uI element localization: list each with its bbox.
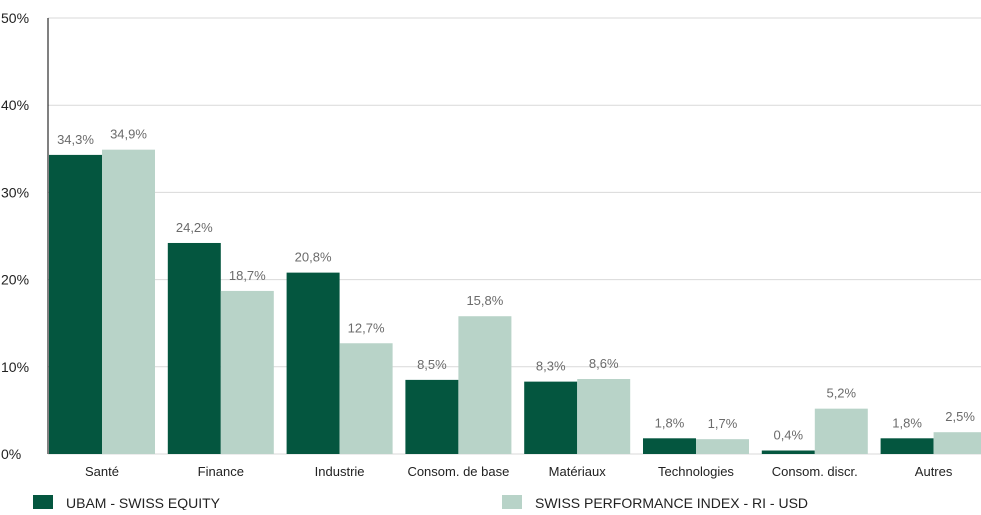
data-label: 1,7% (708, 416, 738, 431)
bar-ubam (405, 379, 459, 454)
y-tick-labels: 0% 10% 20% 30% 40% 50% (1, 10, 29, 462)
y-tick-label: 30% (1, 184, 29, 200)
legend-swatch (33, 495, 53, 509)
x-tick-label: Matériaux (549, 464, 607, 479)
data-label: 24,2% (176, 220, 213, 235)
x-tick-label: Consom. de base (407, 464, 509, 479)
data-label: 15,8% (466, 293, 503, 308)
y-tick-label: 10% (1, 359, 29, 375)
data-label: 12,7% (348, 320, 385, 335)
bar-ubam (880, 438, 934, 454)
y-tick-label: 0% (1, 446, 21, 462)
legend-swatch (502, 495, 522, 509)
x-tick-label: Santé (85, 464, 119, 479)
legend-label: SWISS PERFORMANCE INDEX - RI - USD (535, 495, 808, 510)
y-tick-label: 40% (1, 97, 29, 113)
x-tick-label: Technologies (658, 464, 734, 479)
data-label: 18,7% (229, 268, 266, 283)
data-labels: 34,3% 34,9% 24,2% 18,7% 20,8% 12,7% 8,5% 15,8% 8… (57, 127, 975, 443)
data-label: 20,8% (295, 250, 332, 265)
data-label: 8,3% (536, 359, 566, 374)
y-tick-label: 50% (1, 10, 29, 26)
data-label: 1,8% (892, 415, 922, 430)
bar-spi (220, 290, 274, 454)
y-tick-label: 20% (1, 272, 29, 288)
bar-ubam (49, 154, 102, 455)
bar-ubam (643, 438, 696, 454)
bar-spi (102, 149, 155, 454)
data-label: 34,9% (110, 127, 147, 142)
x-tick-labels: Santé Finance Industrie Consom. de base Maté… (85, 464, 953, 479)
bar-spi (696, 439, 749, 454)
x-tick-label: Finance (198, 464, 244, 479)
bar-spi (577, 379, 631, 454)
bar-spi (458, 316, 512, 454)
bar-ubam (524, 381, 578, 454)
bar-spi (339, 343, 393, 454)
bar-spi (814, 408, 868, 454)
data-label: 8,5% (417, 357, 447, 372)
bar-spi (933, 432, 981, 454)
data-label: 2,5% (945, 409, 975, 424)
data-label: 1,8% (655, 415, 685, 430)
bars (49, 149, 981, 455)
x-tick-label: Industrie (315, 464, 365, 479)
x-tick-label: Consom. discr. (772, 464, 858, 479)
data-label: 8,6% (589, 356, 619, 371)
data-label: 34,3% (57, 132, 94, 147)
legend-label: UBAM - SWISS EQUITY (66, 495, 221, 510)
data-label: 5,2% (826, 386, 856, 401)
data-label: 0,4% (773, 428, 803, 443)
bar-ubam (286, 272, 340, 454)
bar-ubam (761, 450, 815, 454)
bar-ubam (167, 242, 221, 454)
legend: UBAM - SWISS EQUITY SWISS PERFORMANCE IND… (33, 495, 808, 511)
x-tick-label: Autres (915, 464, 953, 479)
